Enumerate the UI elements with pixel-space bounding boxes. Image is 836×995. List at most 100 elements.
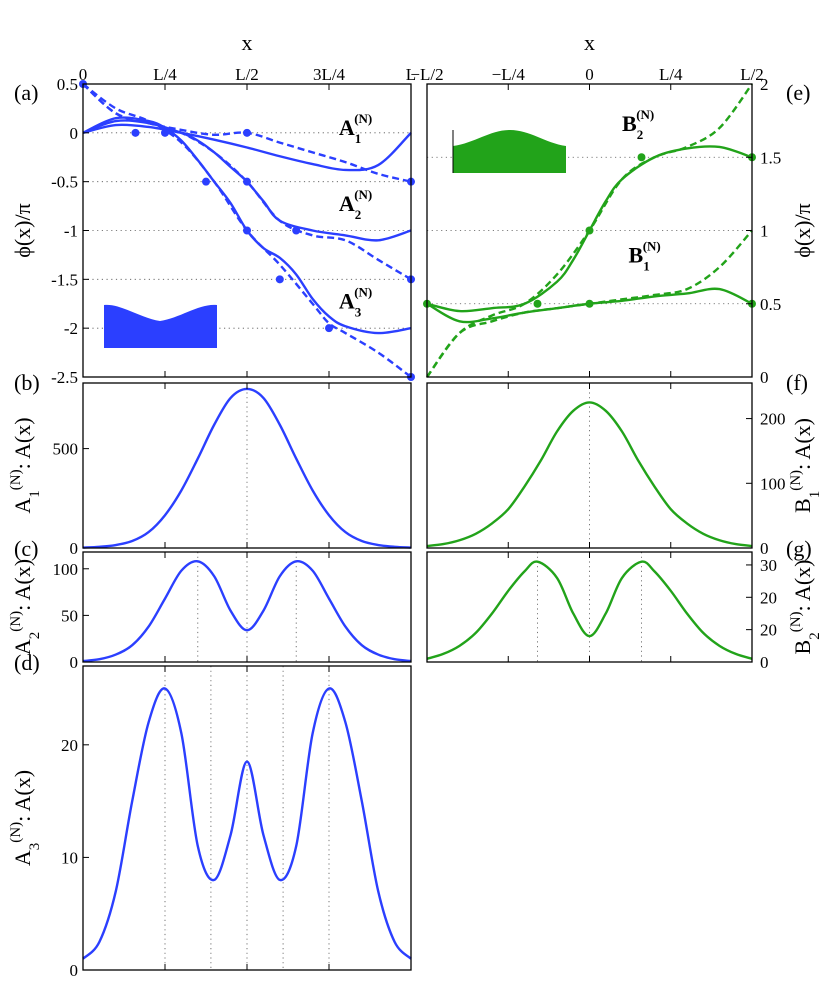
ytick-label: 10 bbox=[61, 848, 78, 867]
ytick-label: 0 bbox=[70, 961, 79, 980]
y-axis-label: ϕ(x)/π bbox=[10, 203, 35, 257]
y-axis-label: ϕ(x)/π bbox=[790, 203, 815, 257]
panel-label: (a) bbox=[14, 80, 38, 105]
ylabel-rest: : A(x) bbox=[10, 417, 35, 469]
annotation-sup: (N) bbox=[354, 111, 372, 126]
inset-potential-shape bbox=[104, 304, 217, 348]
y-axis-label: A2(N): A(x) bbox=[8, 559, 43, 655]
axes-frame bbox=[82, 665, 412, 971]
ytick-label: 0.5 bbox=[57, 75, 78, 94]
ytick-label: 100 bbox=[760, 474, 786, 493]
series-annotation: A2 (N) bbox=[339, 187, 372, 222]
ylabel-sub: 1 bbox=[27, 490, 43, 498]
ylabel-main: B bbox=[790, 640, 815, 655]
ytick-label: 0 bbox=[70, 539, 79, 558]
panel-label: (f) bbox=[786, 370, 808, 395]
ytick-label: -2.5 bbox=[51, 368, 78, 387]
annotation-main: B bbox=[622, 111, 637, 136]
ylabel-rest: : A(x) bbox=[10, 770, 35, 822]
ytick-label: 0.5 bbox=[760, 295, 781, 314]
ytick-label: 0 bbox=[760, 368, 769, 387]
marker-3 bbox=[637, 153, 646, 162]
annotation-sub: 3 bbox=[355, 305, 362, 320]
xtick-label: −L/4 bbox=[492, 65, 526, 84]
series-annotation: A1 (N) bbox=[339, 111, 372, 146]
xtick-label: −L/2 bbox=[410, 65, 443, 84]
ytick-label: 2 bbox=[760, 75, 769, 94]
ytick-label: 200 bbox=[760, 410, 786, 429]
ylabel-sup: (N) bbox=[8, 822, 24, 843]
axes-frame bbox=[426, 551, 753, 663]
panel-b: 0 500 (b) A1(N): A(x) bbox=[8, 370, 412, 558]
panel-label: (d) bbox=[14, 650, 40, 675]
ytick-label: 20 bbox=[760, 588, 777, 607]
marker-2 bbox=[243, 128, 251, 137]
y-axis-label: A1(N): A(x) bbox=[8, 417, 43, 513]
ytick-label: 100 bbox=[53, 560, 79, 579]
ylabel-sup: (N) bbox=[788, 611, 804, 632]
xtick-label: L bbox=[406, 65, 416, 84]
ylabel-main: A bbox=[10, 639, 35, 655]
annotation-sup: (N) bbox=[636, 107, 654, 122]
ylabel-main: A bbox=[10, 498, 35, 514]
ylabel-sup: (N) bbox=[8, 611, 24, 632]
xtick-label: 3L/4 bbox=[313, 65, 346, 84]
ytick-label: -1 bbox=[64, 222, 78, 241]
series-b1-amplitude bbox=[426, 401, 753, 548]
series-a3-solid bbox=[82, 116, 412, 335]
annotation-sub: 1 bbox=[643, 259, 650, 274]
y-axis-label: B1(N): A(x) bbox=[788, 418, 823, 513]
panel-f: 0 100 200(f) B1(N): A(x) bbox=[426, 370, 823, 558]
ylabel-sub: 1 bbox=[807, 491, 823, 499]
ytick-label: 0 bbox=[760, 653, 769, 672]
ytick-label: 50 bbox=[61, 606, 78, 625]
y-axis-label: B2(N): A(x) bbox=[788, 560, 823, 655]
ylabel-sub: 2 bbox=[27, 632, 43, 640]
marker-2 bbox=[585, 226, 594, 235]
panel-label: (c) bbox=[14, 536, 38, 561]
ytick-label: 0 bbox=[760, 539, 769, 558]
annotation-sub: 2 bbox=[637, 127, 644, 142]
ytick-label: -0.5 bbox=[51, 173, 78, 192]
xtick-label: 0 bbox=[585, 65, 594, 84]
marker-1 bbox=[533, 299, 542, 308]
marker-5 bbox=[243, 177, 251, 186]
xtick-label: L/2 bbox=[740, 65, 764, 84]
annotation-sup: (N) bbox=[354, 187, 372, 202]
marker-1 bbox=[161, 128, 169, 137]
marker-6 bbox=[292, 226, 301, 235]
marker-9 bbox=[275, 275, 284, 284]
ytick-label: 1.5 bbox=[760, 148, 781, 167]
ytick-label: 0 bbox=[70, 124, 79, 143]
panel-a: 0.50-0.5-1-1.5-2-2.50 L/4 L/2 3L/4 Lx(a)ϕ(x)… bbox=[10, 30, 416, 387]
marker-8 bbox=[243, 226, 251, 235]
ytick-label: 30 bbox=[760, 556, 777, 575]
series-annotation: B2 (N) bbox=[622, 107, 654, 142]
ylabel-sub: 3 bbox=[27, 843, 43, 851]
series-b2-amplitude bbox=[426, 560, 753, 660]
series-annotation: B1 (N) bbox=[629, 239, 661, 274]
axes-frame bbox=[82, 382, 412, 549]
ytick-label: -2 bbox=[64, 319, 78, 338]
annotation-sub: 1 bbox=[355, 131, 362, 146]
ylabel-sub: 2 bbox=[807, 632, 823, 640]
ytick-label: -1.5 bbox=[51, 270, 78, 289]
panel-label: (e) bbox=[786, 80, 810, 105]
marker-10 bbox=[325, 324, 333, 333]
xtick-label: L/4 bbox=[153, 65, 177, 84]
x-axis-label: x bbox=[242, 30, 253, 55]
ylabel-rest: : A(x) bbox=[790, 560, 815, 612]
marker-4 bbox=[202, 177, 210, 186]
series-annotation: A3 (N) bbox=[339, 285, 372, 320]
xtick-label: 0 bbox=[79, 65, 88, 84]
ylabel-sup: (N) bbox=[8, 469, 24, 490]
annotation-sub: 2 bbox=[355, 207, 362, 222]
marker-5 bbox=[585, 299, 594, 308]
x-axis-label: x bbox=[584, 30, 595, 55]
ylabel-rest: : A(x) bbox=[790, 418, 815, 470]
annotation-sup: (N) bbox=[643, 239, 661, 254]
ylabel-main: A bbox=[10, 850, 35, 866]
ytick-label: 500 bbox=[53, 440, 79, 459]
